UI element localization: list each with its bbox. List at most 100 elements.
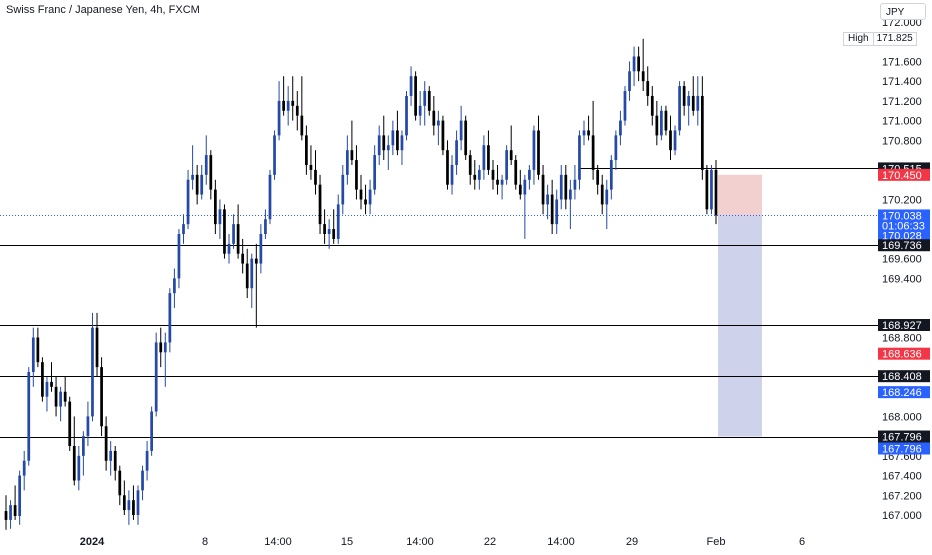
candle-body xyxy=(318,184,322,225)
candle-body xyxy=(68,401,72,446)
candle-body xyxy=(264,219,267,234)
candle-body xyxy=(382,135,386,151)
candle-body xyxy=(714,169,718,216)
candle-body xyxy=(127,500,131,511)
price-tick-label: 170.800 xyxy=(882,135,922,147)
time-tick-label: 29 xyxy=(626,536,638,548)
candle-body xyxy=(300,115,304,136)
candle-body xyxy=(364,199,367,205)
candle-body xyxy=(555,199,559,225)
candle-body xyxy=(546,194,549,205)
candle-body xyxy=(314,169,317,185)
candle-body xyxy=(336,204,340,239)
candle-body xyxy=(710,169,713,210)
candle-body xyxy=(54,386,58,407)
price-tick-label: 170.200 xyxy=(882,194,922,206)
symbol-title: Swiss Franc / Japanese Yen, 4h, FXCM xyxy=(6,4,200,16)
candle-body xyxy=(427,91,431,111)
candle-body xyxy=(132,500,135,515)
candle-body xyxy=(291,100,295,106)
candle-body xyxy=(104,426,108,461)
candle-body xyxy=(113,450,117,471)
candle-body xyxy=(122,495,126,511)
candle-body xyxy=(368,189,372,205)
candle-body xyxy=(609,160,613,190)
candle-body xyxy=(286,100,290,111)
price-tick-label: 168.800 xyxy=(882,333,922,345)
candle-body xyxy=(637,56,640,72)
candle-body xyxy=(232,224,235,244)
candle-body xyxy=(182,224,185,234)
candle-body xyxy=(245,263,249,289)
candle-body xyxy=(295,105,299,116)
candle-body xyxy=(218,209,222,225)
candle-body xyxy=(700,95,704,170)
candle-body xyxy=(141,470,144,491)
candle-body xyxy=(528,169,531,180)
candle-body xyxy=(72,445,76,481)
candle-body xyxy=(168,293,172,343)
candle-body xyxy=(596,169,600,185)
time-tick-label: 2024 xyxy=(80,536,105,548)
candle-body xyxy=(359,189,363,200)
candle-body xyxy=(682,86,686,106)
candle-body xyxy=(154,342,158,412)
candle-body xyxy=(660,110,663,136)
candle-body xyxy=(309,164,313,170)
high-marker: High 171.825 xyxy=(843,32,917,46)
candle-body xyxy=(59,391,62,407)
candle-body xyxy=(95,327,99,368)
candle-body xyxy=(273,135,276,175)
candle-body xyxy=(400,135,404,151)
candle-body xyxy=(509,150,513,161)
time-tick-label: 6 xyxy=(799,536,805,548)
candle-body xyxy=(532,130,536,170)
candle-body xyxy=(327,229,331,234)
time-tick-label: 8 xyxy=(202,536,208,548)
candle-body xyxy=(173,278,176,294)
candle-body xyxy=(568,189,572,200)
candle-body xyxy=(77,455,81,481)
candle-body xyxy=(423,91,427,106)
candle-body xyxy=(250,258,254,289)
candle-body xyxy=(136,490,140,515)
candle-body xyxy=(437,120,440,126)
candle-body xyxy=(541,174,545,205)
candle-body xyxy=(473,174,477,180)
candle-body xyxy=(305,135,308,165)
candle-body xyxy=(259,233,263,264)
price-tag-label: 167.796 xyxy=(882,432,922,444)
candle-body xyxy=(391,130,395,146)
candle-body xyxy=(45,381,49,397)
candle-body xyxy=(377,135,381,156)
price-tag xyxy=(878,209,930,222)
candle-body xyxy=(200,174,204,195)
price-tag xyxy=(878,430,930,443)
candle-body xyxy=(277,100,281,136)
candle-body xyxy=(36,337,40,363)
candle-body xyxy=(655,115,659,136)
candle-body xyxy=(396,130,399,151)
candle-body xyxy=(514,160,518,185)
candle-body xyxy=(591,135,595,170)
high-label: High xyxy=(843,32,874,46)
price-tick-label: 169.400 xyxy=(882,273,922,285)
candle-body xyxy=(605,189,609,205)
candle-body xyxy=(31,337,35,373)
candle-body xyxy=(496,179,499,185)
candle-body xyxy=(619,120,622,136)
candle-body xyxy=(441,120,445,151)
high-value: 171.825 xyxy=(873,32,917,46)
candle-body xyxy=(91,327,94,417)
candle-body xyxy=(350,150,354,161)
candle-body xyxy=(41,362,44,397)
candle-body xyxy=(550,194,554,225)
candle-body xyxy=(582,130,586,136)
candle-body xyxy=(50,381,53,387)
candle-body xyxy=(664,110,668,131)
candle-body xyxy=(163,342,167,353)
currency-selector-button[interactable]: JPY xyxy=(880,3,926,20)
candle-body xyxy=(332,229,336,239)
